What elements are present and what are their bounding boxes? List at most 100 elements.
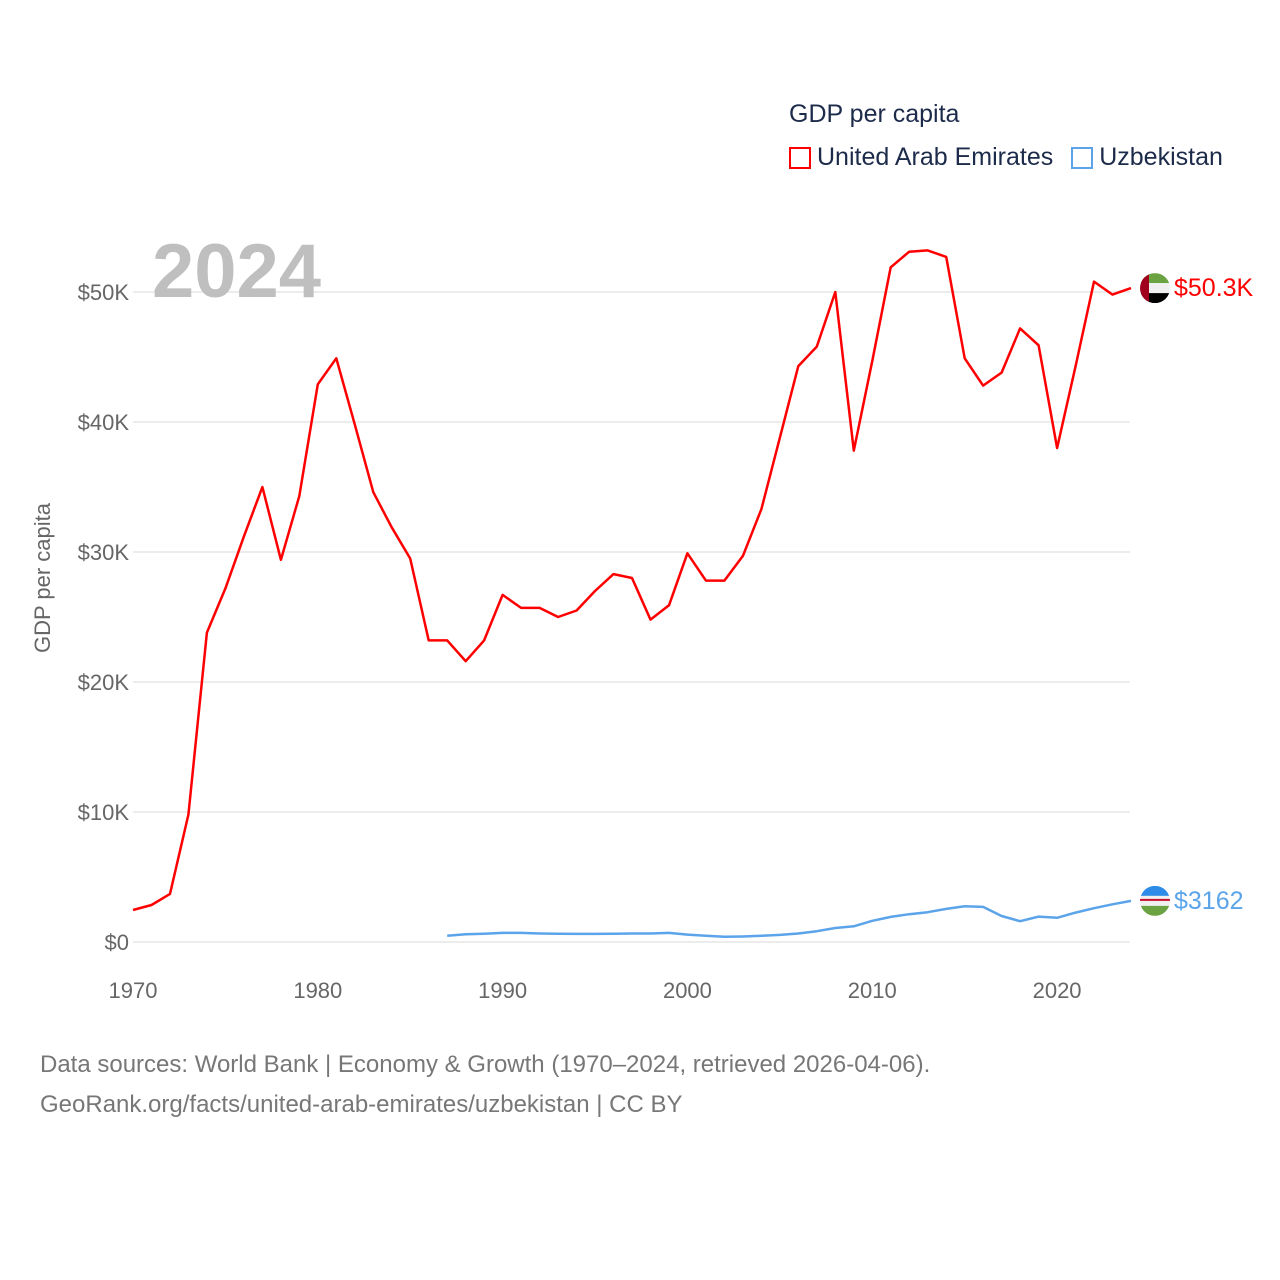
data-point [851,923,857,929]
data-point [814,344,820,350]
data-point [1054,445,1060,451]
data-point [592,588,598,594]
data-point [999,370,1005,376]
data-point [130,907,136,913]
gridlines [133,291,1130,943]
data-point [851,448,857,454]
data-point [315,381,321,387]
x-tick-label: 2010 [848,978,897,1003]
data-point [962,903,968,909]
data-point [592,931,598,937]
y-axis-label: GDP per capita [30,502,55,653]
data-point [463,931,469,937]
source-line-2[interactable]: GeoRank.org/facts/united-arab-emirates/u… [40,1091,683,1118]
data-point [1110,901,1116,907]
data-point [500,592,506,598]
data-point [832,289,838,295]
data-point [666,602,672,608]
x-tick-label: 2020 [1033,978,1082,1003]
series-lines [130,247,1132,939]
data-point [758,506,764,512]
year-label: 2024 [152,229,322,314]
end-labels: $50.3K $3162 [1140,273,1254,916]
data-point [777,932,783,938]
data-point [241,533,247,539]
data-point [463,658,469,664]
data-point [444,637,450,643]
data-point [537,931,543,937]
data-point [426,637,432,643]
data-point [1017,325,1023,331]
uzbekistan-flag-icon [1140,885,1170,916]
legend-swatch-uae [789,146,811,169]
data-point [943,906,949,912]
data-point [389,524,395,530]
data-point [684,550,690,556]
data-point [167,891,173,897]
legend-item-uae[interactable]: United Arab Emirates [789,143,1053,172]
data-point [518,930,524,936]
data-point [555,614,561,620]
data-point [740,553,746,559]
data-point [980,904,986,910]
legend: United Arab Emirates Uzbekistan [789,143,1241,172]
data-point [814,928,820,934]
data-point [555,931,561,937]
legend-item-uzbekistan[interactable]: Uzbekistan [1071,143,1223,172]
data-point [721,578,727,584]
data-point [1110,292,1116,298]
data-point [1036,914,1042,920]
x-tick-label: 1990 [478,978,527,1003]
x-tick-label: 1980 [293,978,342,1003]
data-point [629,931,635,937]
y-tick-label: $40K [78,410,130,435]
data-point [999,913,1005,919]
y-tick-label: $30K [78,540,130,565]
data-point [629,575,635,581]
data-point [481,931,487,937]
data-point [407,556,413,562]
data-point [537,605,543,611]
data-point [574,608,580,614]
y-tick-label: $50K [78,280,130,305]
data-point [611,571,617,577]
data-point [758,933,764,939]
data-point [925,909,931,915]
data-point [278,557,284,563]
data-point [962,355,968,361]
source-note: Data sources: World Bank | Economy & Gro… [40,1045,930,1125]
data-point [888,264,894,270]
data-point [1017,918,1023,924]
data-point [185,812,191,818]
legend-title: GDP per capita [789,100,960,128]
data-point [148,902,154,908]
data-point [500,930,506,936]
end-value-label: $3162 [1174,887,1244,915]
data-point [370,489,376,495]
source-line-1: Data sources: World Bank | Economy & Gro… [40,1051,931,1078]
data-point [1073,910,1079,916]
data-point [1073,363,1079,369]
uae-flag-icon [1140,273,1170,304]
data-point [1054,915,1060,921]
x-tick-label: 2000 [663,978,712,1003]
data-point [795,931,801,937]
y-tick-label: $20K [78,670,130,695]
data-point [481,637,487,643]
data-point [925,247,931,253]
data-point [259,484,265,490]
data-point [611,931,617,937]
legend-label-uzbekistan: Uzbekistan [1099,143,1223,171]
legend-swatch-uzbekistan [1071,146,1094,169]
data-point [666,930,672,936]
data-point [906,911,912,917]
y-tick-label: $0 [105,930,129,955]
data-point [777,435,783,441]
data-point [703,933,709,939]
data-point [647,617,653,623]
data-point [980,383,986,389]
data-point [1036,342,1042,348]
data-point [795,363,801,369]
data-point [333,355,339,361]
